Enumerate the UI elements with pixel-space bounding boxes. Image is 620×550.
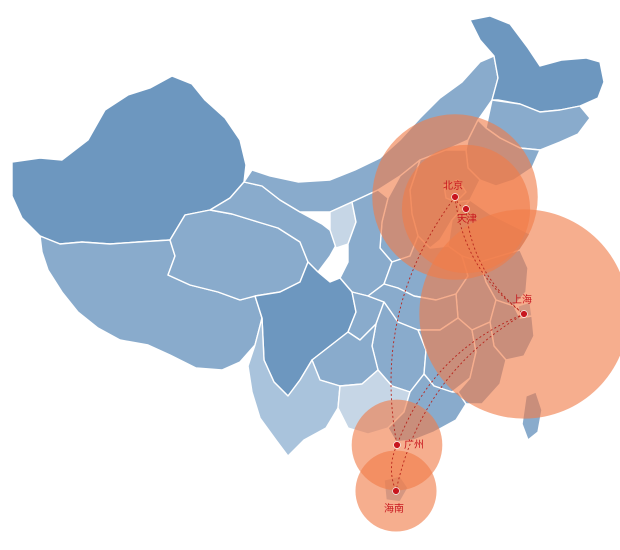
city-label-shanghai: 上海 bbox=[512, 293, 532, 306]
city-dot-tianjin[interactable] bbox=[462, 205, 470, 213]
route-tianjin-shanghai bbox=[465, 208, 525, 315]
city-label-hainan: 海南 bbox=[384, 502, 404, 515]
province-heilongjiang[interactable] bbox=[469, 15, 605, 113]
city-label-guangzhou: 广州 bbox=[404, 439, 424, 451]
route-guangzhou-hainan bbox=[390, 444, 398, 492]
city-label-tianjin: 天津 bbox=[457, 213, 477, 225]
city-dot-beijing[interactable] bbox=[451, 193, 459, 201]
province-yunnan[interactable] bbox=[247, 317, 341, 457]
route-shanghai-guangzhou bbox=[396, 313, 525, 446]
route-beijing-shanghai bbox=[454, 196, 525, 315]
city-label-beijing: 北京 bbox=[443, 179, 463, 192]
city-dot-shanghai[interactable] bbox=[520, 310, 528, 318]
city-dot-guangzhou[interactable] bbox=[393, 441, 401, 449]
city-dot-hainan[interactable] bbox=[392, 487, 400, 495]
